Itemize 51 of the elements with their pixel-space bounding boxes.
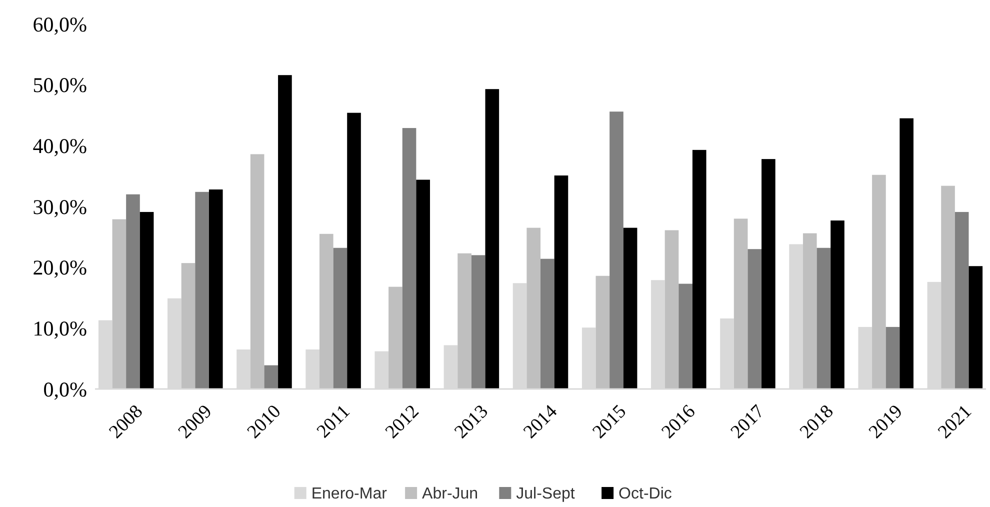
bar <box>112 219 126 389</box>
bar <box>734 218 748 389</box>
y-tick-label: 10,0% <box>32 316 87 341</box>
y-tick-label: 0,0% <box>43 377 87 402</box>
bar <box>664 230 679 389</box>
bar <box>886 326 900 389</box>
bar <box>140 212 154 389</box>
y-tick-label: 20,0% <box>32 256 87 280</box>
legend-label: Enero-Mar <box>311 486 388 503</box>
bar <box>830 220 844 389</box>
bar <box>968 266 983 389</box>
bar <box>416 180 430 389</box>
bar <box>278 75 292 389</box>
bar <box>264 365 278 389</box>
bar <box>195 192 209 389</box>
bar <box>319 234 334 389</box>
bar <box>485 89 500 389</box>
bar <box>623 228 638 389</box>
bar <box>941 186 955 389</box>
bar <box>333 248 348 389</box>
y-tick-label: 40,0% <box>32 134 87 158</box>
bar <box>816 248 831 389</box>
bar <box>872 174 886 389</box>
bar <box>181 263 196 389</box>
bar <box>402 128 416 389</box>
bar <box>678 284 692 389</box>
bar <box>208 189 223 389</box>
legend-label: Abr-Jun <box>422 486 478 503</box>
bar <box>540 258 554 389</box>
y-tick-label: 60,0% <box>32 12 87 36</box>
legend-label: Jul-Sept <box>516 486 576 503</box>
bar <box>388 286 402 389</box>
bar <box>748 249 762 389</box>
legend-label: Oct-Dic <box>618 486 672 503</box>
bar <box>954 212 969 389</box>
y-tick-label: 30,0% <box>32 194 87 219</box>
bar <box>347 112 361 389</box>
bar <box>802 233 817 389</box>
bar <box>526 228 540 389</box>
bar <box>126 194 140 389</box>
bar <box>692 150 706 389</box>
bar <box>458 253 472 389</box>
bar <box>471 255 486 389</box>
bar <box>900 118 914 389</box>
bar <box>610 112 624 389</box>
bar <box>554 175 568 389</box>
x-tick-label: 2011 <box>313 401 354 442</box>
bar <box>596 276 610 389</box>
bar <box>250 154 264 389</box>
y-tick-label: 50,0% <box>32 73 87 98</box>
bar <box>762 159 776 389</box>
